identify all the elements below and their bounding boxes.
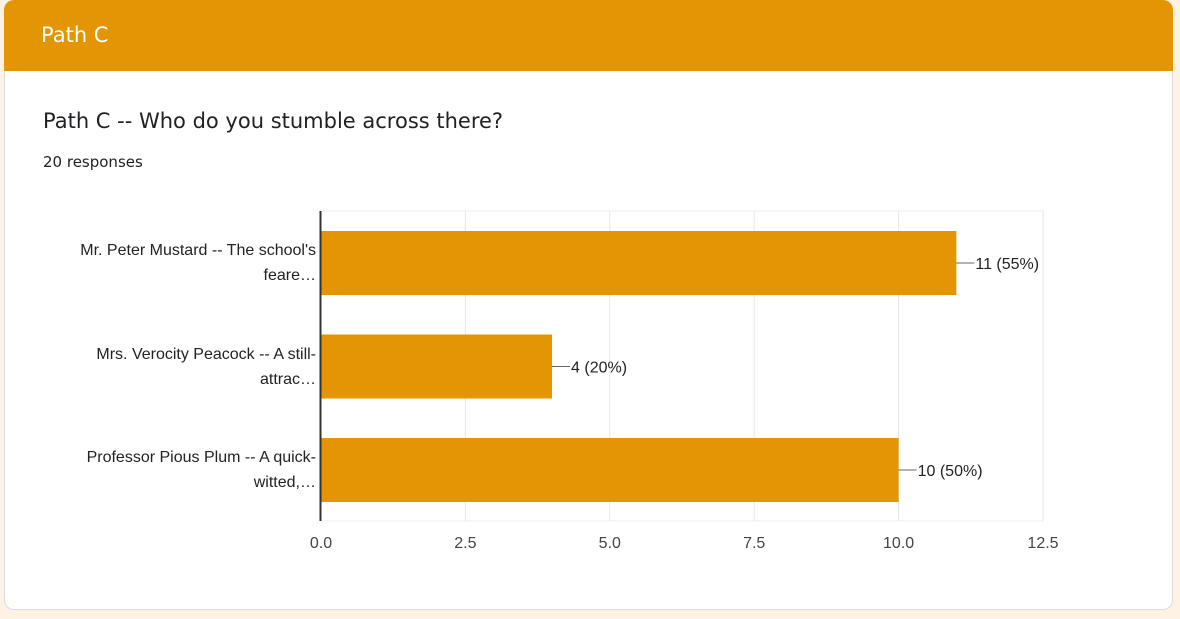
x-tick-label: 2.5 [454, 535, 476, 552]
x-tick-label: 0.0 [310, 535, 332, 552]
data-label: 4 (20%) [571, 360, 627, 377]
category-label-3: Professor Pious Plum -- A quick- witted,… [26, 445, 316, 495]
bar [321, 438, 899, 502]
section-header: Path C [4, 0, 1173, 71]
response-count: 20 responses [43, 153, 143, 171]
x-tick-label: 5.0 [599, 535, 621, 552]
category-label-1-line-2: feare… [263, 267, 316, 284]
category-label-1: Mr. Peter Mustard -- The school's feare… [26, 238, 316, 288]
category-label-3-line-2: witted,… [253, 474, 316, 491]
question-title: Path C -- Who do you stumble across ther… [43, 109, 504, 133]
category-label-3-line-1: Professor Pious Plum -- A quick- [86, 449, 316, 466]
data-label: 11 (55%) [975, 256, 1039, 273]
category-label-2: Mrs. Verocity Peacock -- A still- attrac… [26, 342, 316, 392]
x-tick-label: 12.5 [1027, 535, 1058, 552]
section-title: Path C [41, 23, 109, 47]
category-label-1-line-1: Mr. Peter Mustard -- The school's [80, 242, 316, 259]
bar [321, 231, 957, 295]
category-label-2-line-1: Mrs. Verocity Peacock -- A still- [96, 346, 316, 363]
category-label-2-line-2: attrac… [259, 371, 316, 388]
bar [321, 334, 553, 399]
data-label: 10 (50%) [918, 463, 983, 480]
x-tick-label: 10.0 [883, 535, 914, 552]
question-card: Path C -- Who do you stumble across ther… [4, 71, 1173, 610]
x-tick-label: 7.5 [743, 535, 765, 552]
